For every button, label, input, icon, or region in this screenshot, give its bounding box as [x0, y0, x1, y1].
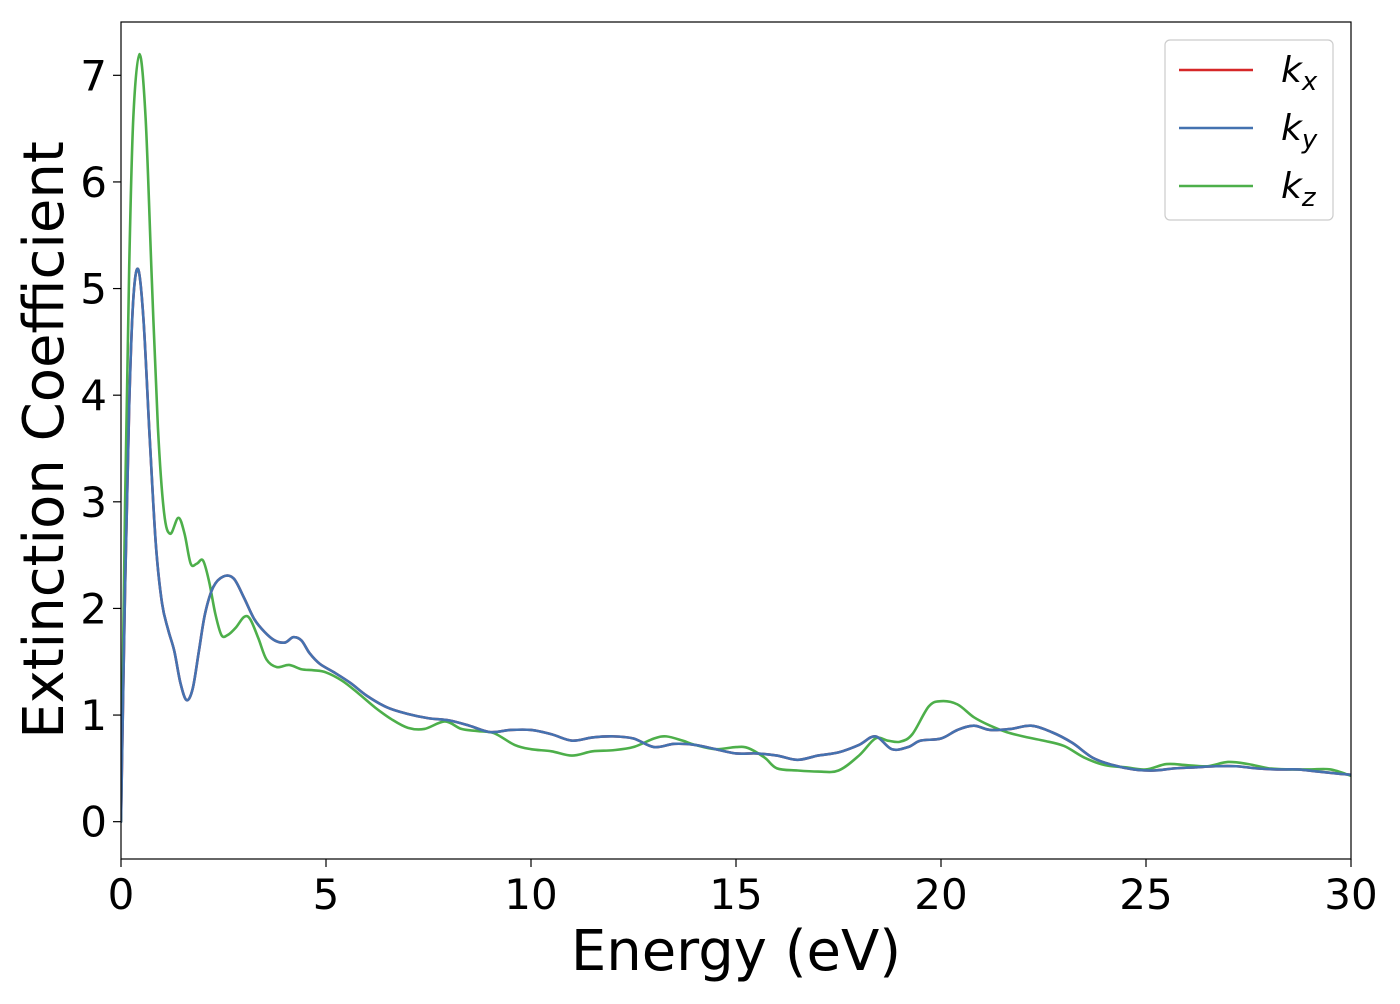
x-tick-label: 0	[108, 870, 135, 919]
y-tick-label: 6	[80, 158, 107, 207]
y-tick-label: 5	[80, 265, 107, 314]
y-axis-label: Extinction Coefficient	[12, 141, 77, 739]
legend-label-z: kz	[1281, 166, 1317, 213]
legend-label-y: ky	[1281, 108, 1318, 155]
x-tick-label: 20	[914, 870, 967, 919]
y-tick-label: 4	[80, 371, 107, 420]
y-tick-label: 3	[80, 478, 107, 527]
series-layer	[121, 52, 1351, 823]
y-tick-label: 0	[80, 798, 107, 847]
x-tick-label: 25	[1119, 870, 1172, 919]
legend-label-x: kx	[1281, 50, 1318, 97]
x-tick-label: 15	[709, 870, 762, 919]
series-line-z	[121, 52, 1351, 823]
x-axis-label: Energy (eV)	[571, 919, 901, 984]
series-line-y	[121, 267, 1351, 823]
y-tick-label: 7	[80, 51, 107, 100]
y-axis: 0 1 2 3 4 5 6 7	[80, 51, 121, 847]
x-tick-label: 30	[1324, 870, 1377, 919]
legend: kx ky kz	[1164, 39, 1334, 221]
y-tick-label: 1	[80, 691, 107, 740]
x-tick-label: 5	[313, 870, 340, 919]
legend-box	[1164, 39, 1334, 221]
x-tick-label: 10	[504, 870, 557, 919]
y-tick-label: 2	[80, 584, 107, 633]
x-axis: 0 5 10 15 20 25 30	[108, 859, 1378, 919]
